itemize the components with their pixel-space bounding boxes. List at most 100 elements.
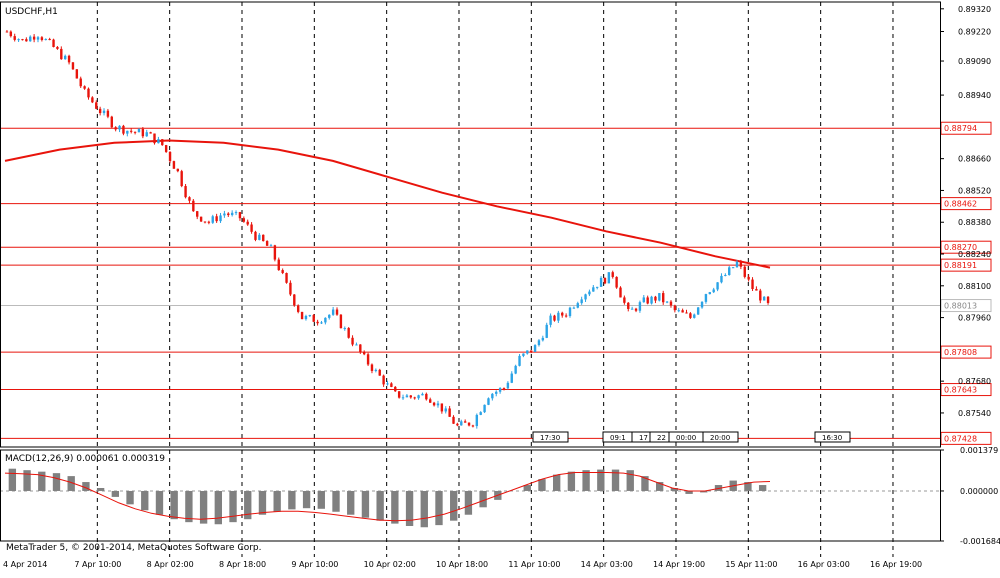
candle-body bbox=[708, 292, 712, 295]
candle-body bbox=[630, 308, 634, 310]
candle-body bbox=[479, 412, 482, 415]
x-tick-label: 11 Apr 10:00 bbox=[508, 560, 560, 569]
candle-body bbox=[421, 393, 424, 396]
candle-body bbox=[157, 139, 160, 144]
candle-body bbox=[262, 234, 265, 242]
macd-y-tick-label: 0.000000 bbox=[960, 487, 998, 496]
candle-body bbox=[716, 282, 719, 290]
candle-body bbox=[638, 302, 642, 311]
candle-body bbox=[545, 324, 548, 338]
candle-body bbox=[308, 315, 312, 317]
candle-body bbox=[114, 127, 117, 130]
candle-body bbox=[615, 276, 618, 288]
candle-body bbox=[25, 39, 28, 42]
current-price-label: 0.88013 bbox=[944, 302, 977, 311]
level-price-label: 0.88270 bbox=[944, 243, 977, 252]
candle-body bbox=[724, 275, 727, 277]
candle-body bbox=[87, 88, 90, 98]
candle-body bbox=[452, 416, 455, 424]
candle-body bbox=[483, 404, 486, 413]
candle-body bbox=[487, 398, 490, 405]
candle-body bbox=[471, 425, 475, 427]
candle-body bbox=[265, 241, 269, 246]
candle-body bbox=[541, 337, 545, 341]
candle-body bbox=[557, 312, 560, 321]
horizontal-levels[interactable]: 0.88794 0.88462 0.88270 0.88191 0.87808 0.876… bbox=[0, 121, 992, 445]
candle-body bbox=[153, 133, 156, 144]
y-tick-label: 0.88520 bbox=[958, 186, 991, 195]
candle-body bbox=[623, 297, 626, 303]
x-tick-label: 9 Apr 10:00 bbox=[291, 560, 338, 569]
candle-body bbox=[720, 275, 723, 283]
candle-body bbox=[13, 36, 16, 40]
candle-body bbox=[728, 267, 731, 276]
candle-body bbox=[762, 296, 766, 301]
candle-body bbox=[168, 151, 172, 162]
candle-body bbox=[685, 312, 688, 314]
candle-body bbox=[704, 294, 708, 302]
level-price-label: 0.88462 bbox=[944, 200, 977, 209]
candle-body bbox=[320, 322, 323, 324]
candle-body bbox=[619, 287, 622, 298]
candle-body bbox=[29, 36, 32, 42]
moving-average bbox=[4, 139, 771, 269]
candle-body bbox=[553, 315, 556, 321]
x-tick-label: 10 Apr 18:00 bbox=[436, 560, 488, 569]
candle-body bbox=[646, 297, 649, 304]
candle-body bbox=[382, 375, 385, 385]
candle-body bbox=[537, 340, 541, 346]
candle-body bbox=[359, 344, 362, 353]
candle-body bbox=[273, 245, 277, 260]
macd-y-tick-label: -0.001684 bbox=[960, 537, 1000, 546]
candle-body bbox=[425, 393, 428, 400]
candle-body bbox=[669, 301, 673, 306]
candle-body bbox=[370, 364, 374, 371]
candle-body bbox=[230, 212, 234, 216]
candle-body bbox=[130, 130, 133, 132]
candle-body bbox=[32, 36, 36, 40]
candle-body bbox=[747, 276, 750, 280]
macd-panel-frame bbox=[0, 449, 941, 542]
candle-body bbox=[281, 270, 284, 274]
candle-body bbox=[689, 313, 692, 318]
y-tick-label: 0.87960 bbox=[958, 314, 991, 323]
level-price-label: 0.87428 bbox=[944, 434, 977, 443]
level-price-label: 0.88794 bbox=[944, 124, 977, 133]
candle-body bbox=[164, 145, 168, 152]
candle-body bbox=[184, 186, 187, 198]
candle-body bbox=[491, 393, 494, 399]
candle-body bbox=[300, 311, 304, 320]
candle-body bbox=[394, 386, 397, 392]
candle-body bbox=[246, 221, 249, 225]
y-tick-label: 0.88660 bbox=[958, 155, 991, 164]
x-tick-label: 8 Apr 02:00 bbox=[147, 560, 194, 569]
candle-body bbox=[339, 314, 343, 329]
candle-body bbox=[5, 31, 9, 33]
candle-body bbox=[533, 345, 537, 352]
x-tick-label: 16 Apr 19:00 bbox=[870, 560, 922, 569]
macd-signal-line bbox=[4, 472, 771, 522]
candle-body bbox=[386, 383, 389, 385]
candle-body bbox=[324, 317, 327, 323]
candle-body bbox=[580, 299, 583, 304]
candle-body bbox=[665, 301, 669, 303]
candle-body bbox=[529, 350, 533, 352]
candle-body bbox=[44, 39, 47, 41]
candle-body bbox=[98, 108, 102, 114]
candle-body bbox=[52, 39, 55, 47]
candle-body bbox=[735, 261, 739, 268]
x-tick-label: 4 Apr 2014 bbox=[3, 560, 47, 569]
candles bbox=[5, 29, 770, 429]
candle-body bbox=[495, 391, 498, 394]
candle-body bbox=[627, 302, 630, 309]
y-tick-label: 0.87540 bbox=[958, 409, 991, 418]
candle-body bbox=[122, 125, 125, 134]
frame bbox=[0, 1, 941, 542]
macd-title: MACD(12,26,9) 0.000061 0.000319 bbox=[5, 454, 165, 464]
candle-body bbox=[331, 309, 335, 315]
candle-body bbox=[316, 321, 319, 324]
candle-body bbox=[296, 305, 300, 312]
candle-body bbox=[436, 403, 440, 406]
